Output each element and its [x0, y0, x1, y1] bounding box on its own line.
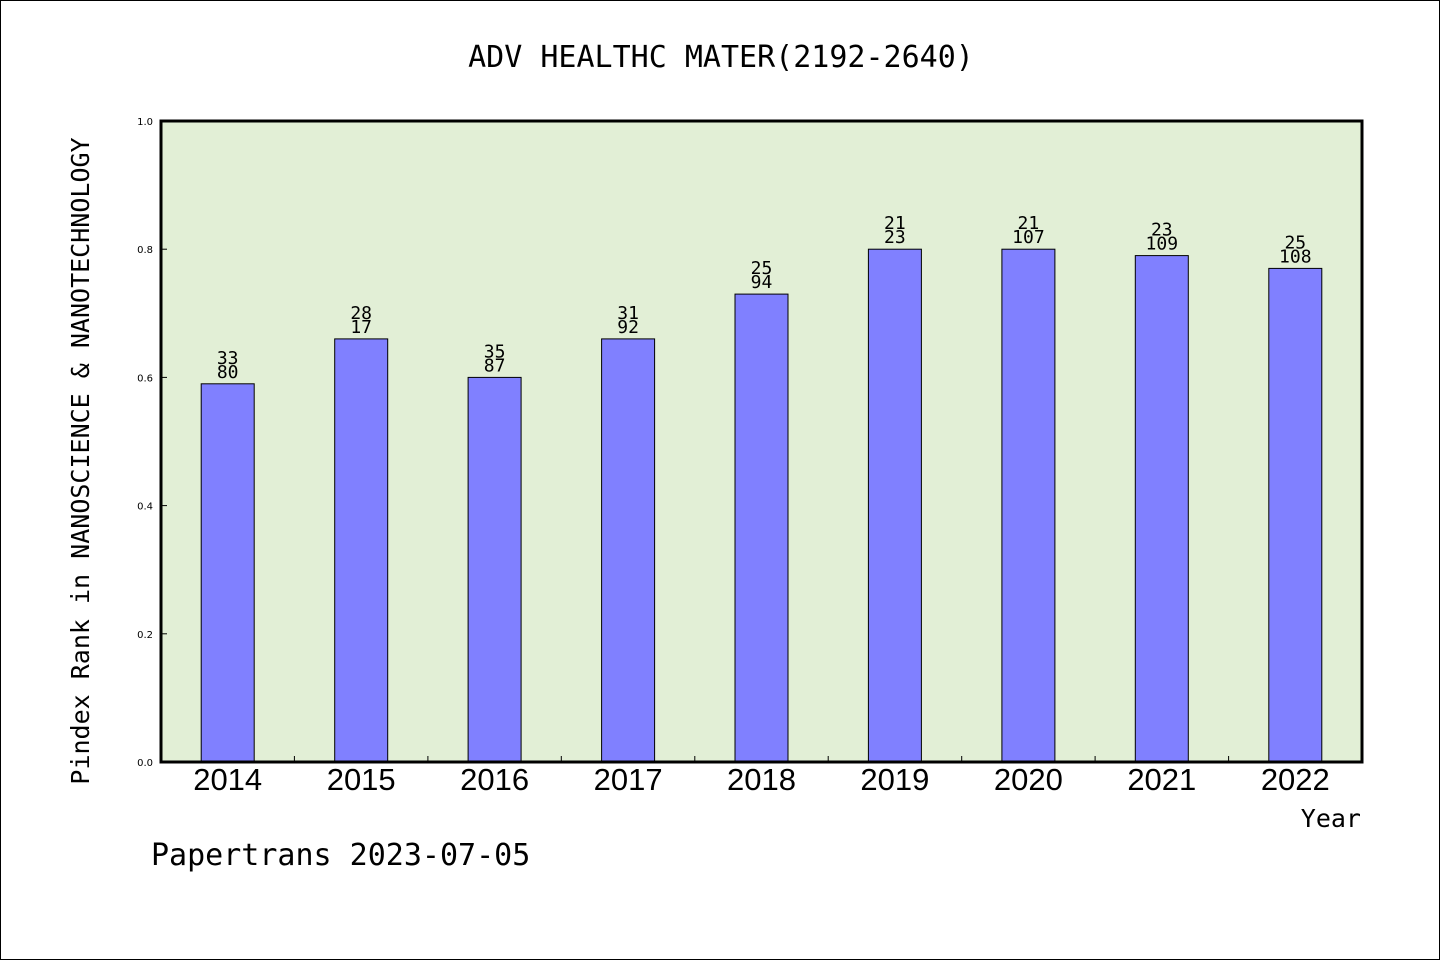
x-tick-label-2020: 2020 — [994, 762, 1063, 797]
total-label-2020: 107 — [1012, 227, 1045, 248]
rank-label-2020: 21 — [1018, 213, 1040, 234]
bar-2017 — [601, 338, 656, 763]
chart-title: ADV HEALTHC MATER(2192-2640) — [468, 40, 974, 75]
bar-2016 — [467, 376, 522, 763]
bar-2018 — [734, 293, 789, 763]
x-tick-label-2021: 2021 — [1127, 762, 1196, 797]
total-label-2021: 109 — [1146, 234, 1179, 255]
bar-2021 — [1134, 255, 1189, 763]
rank-label-2019: 21 — [884, 213, 906, 234]
rank-label-2021: 23 — [1151, 220, 1173, 241]
rank-label-2018: 25 — [751, 258, 773, 279]
total-label-2015: 17 — [350, 317, 372, 338]
x-tick-label-2018: 2018 — [727, 762, 796, 797]
total-label-2017: 92 — [617, 317, 639, 338]
y-axis-title: Pindex Rank in NANOSCIENCE & NANOTECHNOL… — [66, 137, 95, 784]
plot-border — [159, 119, 1364, 764]
x-tick-label-2017: 2017 — [594, 762, 663, 797]
bar-2014 — [200, 383, 255, 763]
y-tick-label-0-0: 0.0 — [137, 758, 153, 769]
bar-2020 — [1001, 248, 1056, 763]
total-label-2016: 87 — [484, 355, 506, 376]
x-tick-label-2022: 2022 — [1261, 762, 1330, 797]
bar-2015 — [334, 338, 389, 763]
footer-credit: Papertrans 2023-07-05 — [151, 838, 530, 873]
x-tick-label-2016: 2016 — [460, 762, 529, 797]
rank-label-2014: 33 — [217, 348, 239, 369]
x-tick-label-2019: 2019 — [860, 762, 929, 797]
bar-2019 — [867, 248, 922, 763]
x-tick-label-2014: 2014 — [193, 762, 262, 797]
total-label-2022: 108 — [1279, 246, 1312, 267]
y-tick-label-0-2: 0.2 — [137, 630, 153, 641]
bars-layer — [200, 248, 1323, 763]
total-label-2014: 80 — [217, 362, 239, 383]
rank-label-2015: 28 — [350, 303, 372, 324]
rank-label-2022: 25 — [1284, 232, 1306, 253]
x-axis-title: Year — [1301, 804, 1361, 833]
rank-label-2017: 31 — [617, 303, 639, 324]
y-tick-label-0-4: 0.4 — [137, 502, 153, 513]
y-tick-label-0-8: 0.8 — [137, 245, 153, 256]
x-tick-label-2015: 2015 — [327, 762, 396, 797]
rank-label-2016: 35 — [484, 341, 506, 362]
total-label-2018: 94 — [751, 272, 773, 293]
x-axis: 2014 2015 2016 2017 2018 2019 2020 2021 2022 — [193, 756, 1330, 797]
y-tick-label-1-0: 1.0 — [137, 117, 153, 128]
total-label-2019: 23 — [884, 227, 906, 248]
bar-2022 — [1268, 267, 1323, 763]
y-tick-label-0-6: 0.6 — [137, 373, 153, 384]
